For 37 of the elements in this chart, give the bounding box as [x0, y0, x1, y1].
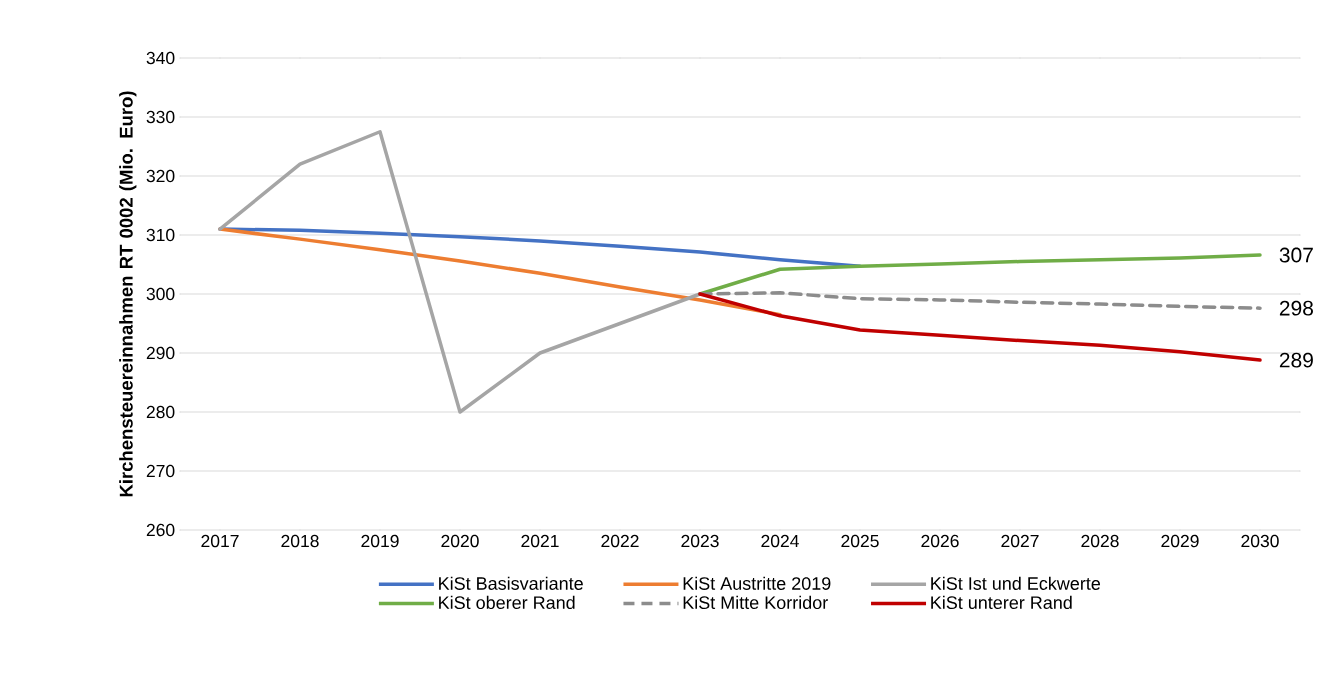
legend-label: KiSt Basisvariante — [439, 576, 583, 590]
y-axis-title: Kirchensteuereinnahmen RT 0002 (Mio. Euro) — [119, 91, 137, 497]
data-label: 307 — [1279, 247, 1313, 263]
x-tick-label: 2019 — [361, 534, 399, 548]
x-tick-label: 2028 — [1081, 534, 1119, 548]
data-label: 298 — [1279, 300, 1313, 316]
legend-label: KiSt unterer Rand — [931, 595, 1072, 610]
legend-label: KiSt Ist und Eckwerte — [931, 576, 1101, 590]
x-tick-label: 2022 — [601, 534, 639, 548]
x-tick-label: 2026 — [921, 534, 959, 548]
y-tick-label: 270 — [146, 464, 175, 478]
legend-label: KiSt Austritte 2019 — [683, 576, 831, 590]
x-tick-label: 2029 — [1161, 534, 1199, 548]
y-tick-label: 330 — [146, 110, 175, 124]
x-tick-label: 2030 — [1241, 534, 1279, 548]
x-tick-label: 2025 — [841, 534, 879, 548]
x-tick-label: 2021 — [521, 534, 559, 548]
line-series — [698, 291, 1262, 310]
y-tick-label: 260 — [146, 523, 175, 537]
legend-label: KiSt oberer Rand — [439, 595, 575, 610]
data-label: 289 — [1279, 352, 1313, 368]
y-tick-label: 280 — [146, 405, 175, 419]
y-tick-label: 340 — [146, 51, 175, 65]
x-tick-label: 2017 — [201, 534, 239, 548]
y-tick-label: 290 — [146, 346, 175, 360]
line-series — [698, 292, 1262, 362]
x-tick-label: 2023 — [681, 534, 719, 548]
y-tick-label: 310 — [146, 228, 175, 242]
x-tick-label: 2018 — [281, 534, 319, 548]
y-tick-label: 300 — [146, 287, 175, 301]
legend-label: KiSt Mitte Korridor — [683, 595, 828, 610]
x-tick-label: 2024 — [761, 534, 799, 548]
y-tick-label: 320 — [146, 169, 175, 183]
line-series — [218, 227, 782, 317]
x-tick-label: 2020 — [441, 534, 479, 548]
x-tick-label: 2027 — [1001, 534, 1039, 548]
line-series — [218, 130, 702, 414]
